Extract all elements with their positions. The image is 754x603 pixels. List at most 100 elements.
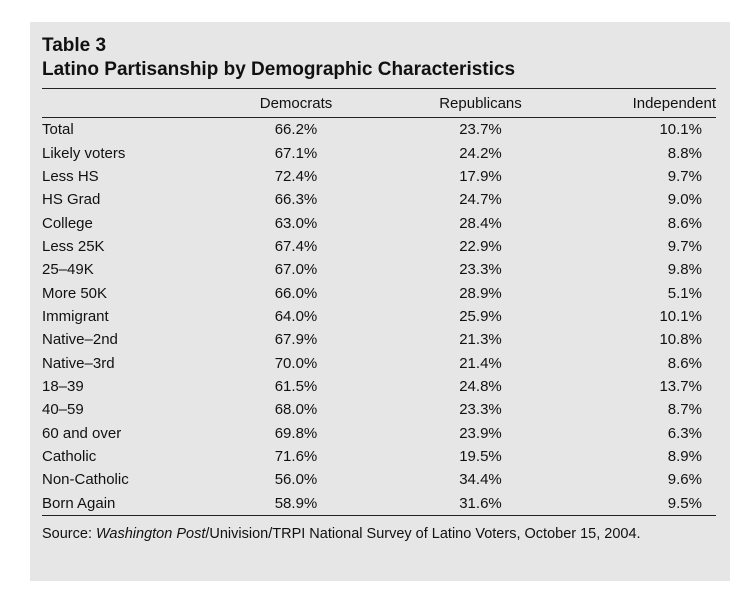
table-row: 25–49K 67.0% 23.3% 9.8% xyxy=(42,258,716,281)
row-label: Total xyxy=(42,121,74,139)
cell-democrats: 70.0% xyxy=(274,354,318,372)
cell-republicans: 31.6% xyxy=(459,494,502,512)
row-label: Less HS xyxy=(42,167,99,185)
row-label: Native–2nd xyxy=(42,331,118,349)
cell-republicans: 23.3% xyxy=(459,261,502,279)
cell-independent: 9.7% xyxy=(667,237,702,255)
data-table: Democrats Republicans Independent Total 6… xyxy=(42,89,716,516)
cell-independent: 6.3% xyxy=(667,424,702,442)
cell-independent: 8.6% xyxy=(667,214,702,232)
cell-independent: 8.8% xyxy=(667,144,702,162)
cell-republicans: 17.9% xyxy=(459,167,502,185)
table-row: More 50K 66.0% 28.9% 5.1% xyxy=(42,281,716,304)
cell-democrats: 69.8% xyxy=(274,424,318,442)
cell-democrats: 66.3% xyxy=(274,191,318,209)
cell-republicans: 24.8% xyxy=(459,377,502,395)
cell-independent: 10.1% xyxy=(659,307,702,325)
row-label: HS Grad xyxy=(42,191,101,209)
table-row: Non-Catholic 56.0% 34.4% 9.6% xyxy=(42,468,716,491)
cell-republicans: 24.2% xyxy=(459,144,502,162)
row-label: Non-Catholic xyxy=(42,471,129,489)
row-label: Less 25K xyxy=(42,237,105,255)
row-label: Likely voters xyxy=(42,144,126,162)
header-republicans: Republicans xyxy=(439,94,522,112)
table-row: Likely voters 67.1% 24.2% 8.8% xyxy=(42,141,716,164)
row-label: More 50K xyxy=(42,284,108,302)
cell-democrats: 64.0% xyxy=(274,307,318,325)
table-row: 18–39 61.5% 24.8% 13.7% xyxy=(42,375,716,398)
table-title: Latino Partisanship by Demographic Chara… xyxy=(42,59,516,80)
table-row: Native–3rd 70.0% 21.4% 8.6% xyxy=(42,351,716,374)
table-number: Table 3 xyxy=(42,35,107,56)
cell-republicans: 24.7% xyxy=(459,191,502,209)
cell-republicans: 22.9% xyxy=(459,237,502,255)
cell-democrats: 66.0% xyxy=(274,284,318,302)
table-row: Immigrant 64.0% 25.9% 10.1% xyxy=(42,305,716,328)
source-rest: /Univision/TRPI National Survey of Latin… xyxy=(205,525,641,542)
table-panel: Table 3 Latino Partisanship by Demograph… xyxy=(30,22,730,581)
cell-democrats: 61.5% xyxy=(274,377,318,395)
cell-independent: 13.7% xyxy=(659,377,702,395)
header-label xyxy=(42,89,228,118)
cell-republicans: 21.4% xyxy=(459,354,502,372)
cell-democrats: 72.4% xyxy=(274,167,318,185)
table-row: Total 66.2% 23.7% 10.1% xyxy=(42,118,716,142)
table-row: Catholic 71.6% 19.5% 8.9% xyxy=(42,445,716,468)
source-publication: Washington Post xyxy=(96,525,206,542)
cell-republicans: 23.9% xyxy=(459,424,502,442)
table-row: Less 25K 67.4% 22.9% 9.7% xyxy=(42,235,716,258)
table-row: Born Again 58.9% 31.6% 9.5% xyxy=(42,492,716,516)
cell-republicans: 28.9% xyxy=(459,284,502,302)
header-independent: Independent xyxy=(632,94,716,112)
top-rule xyxy=(42,88,716,89)
cell-republicans: 25.9% xyxy=(459,307,502,325)
cell-republicans: 28.4% xyxy=(459,214,502,232)
table-row: 40–59 68.0% 23.3% 8.7% xyxy=(42,398,716,421)
cell-independent: 9.7% xyxy=(667,167,702,185)
cell-democrats: 67.9% xyxy=(274,331,318,349)
cell-democrats: 67.4% xyxy=(274,237,318,255)
cell-democrats: 67.1% xyxy=(274,144,318,162)
cell-republicans: 23.7% xyxy=(459,121,502,139)
cell-independent: 8.9% xyxy=(667,447,702,465)
row-label: Catholic xyxy=(42,447,97,465)
cell-republicans: 21.3% xyxy=(459,331,502,349)
cell-republicans: 23.3% xyxy=(459,401,502,419)
cell-independent: 9.8% xyxy=(667,261,702,279)
cell-independent: 8.6% xyxy=(667,354,702,372)
cell-democrats: 56.0% xyxy=(274,471,318,489)
table-row: Less HS 72.4% 17.9% 9.7% xyxy=(42,165,716,188)
row-label: College xyxy=(42,214,93,232)
row-label: Immigrant xyxy=(42,307,109,325)
row-label: 60 and over xyxy=(42,424,122,442)
cell-independent: 8.7% xyxy=(667,401,702,419)
cell-independent: 10.8% xyxy=(659,331,702,349)
table-row: 60 and over 69.8% 23.9% 6.3% xyxy=(42,421,716,444)
cell-independent: 9.0% xyxy=(667,191,702,209)
cell-republicans: 19.5% xyxy=(459,447,502,465)
source-prefix: Source: xyxy=(42,525,96,542)
source-note: Source: Washington Post/Univision/TRPI N… xyxy=(42,524,716,544)
cell-democrats: 68.0% xyxy=(274,401,318,419)
row-label: Native–3rd xyxy=(42,354,115,372)
cell-independent: 10.1% xyxy=(659,121,702,139)
cell-independent: 5.1% xyxy=(667,284,702,302)
cell-independent: 9.6% xyxy=(667,471,702,489)
cell-democrats: 58.9% xyxy=(274,494,318,512)
cell-democrats: 63.0% xyxy=(274,214,318,232)
cell-democrats: 67.0% xyxy=(274,261,318,279)
cell-democrats: 71.6% xyxy=(274,447,318,465)
table-row: College 63.0% 28.4% 8.6% xyxy=(42,211,716,234)
row-label: Born Again xyxy=(42,494,116,512)
table-row: HS Grad 66.3% 24.7% 9.0% xyxy=(42,188,716,211)
cell-independent: 9.5% xyxy=(667,494,702,512)
row-label: 25–49K xyxy=(42,261,94,279)
cell-republicans: 34.4% xyxy=(459,471,502,489)
cell-democrats: 66.2% xyxy=(274,121,318,139)
header-row: Democrats Republicans Independent xyxy=(42,89,716,118)
row-label: 18–39 xyxy=(42,377,84,395)
header-democrats: Democrats xyxy=(259,94,333,112)
table-heading: Table 3 Latino Partisanship by Demograph… xyxy=(42,34,716,82)
table-row: Native–2nd 67.9% 21.3% 10.8% xyxy=(42,328,716,351)
table-body: Total 66.2% 23.7% 10.1% Likely voters 67.1% 24… xyxy=(42,118,716,516)
